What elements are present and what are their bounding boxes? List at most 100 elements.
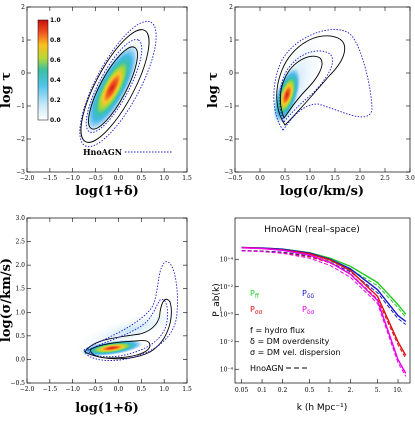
x-tick-label: −2.0	[20, 175, 35, 182]
x-tick-label: 1.0	[159, 386, 169, 393]
contour-dotted-outer	[79, 20, 157, 148]
heatmap-core	[80, 339, 144, 357]
legend-dashed-label: HnoAGN	[250, 364, 284, 373]
x-tick-label: 1.5	[330, 175, 340, 182]
panel-bottom-right: HnoAGN (real–space) 0.05 0.1 0.2 0.5 1. 2. 5. 1…	[212, 217, 411, 413]
colorbar-tick-label: 0.8	[50, 37, 61, 44]
colorbar-tick-label: 1.0	[50, 17, 61, 24]
contour-dotted-outer	[273, 29, 373, 131]
y-tick-label: −2	[224, 136, 233, 143]
x-tick-label: 5.	[375, 387, 381, 394]
y-tick-label: 10⁻²	[220, 339, 234, 346]
contour-dotted-inner	[87, 298, 169, 358]
x-tick-label: 1.5	[182, 175, 192, 182]
colorbar-tick-label: 0.6	[50, 57, 61, 64]
x-tick-label: 0.5	[280, 175, 290, 182]
legend-note-flux: f = hydro flux	[250, 326, 305, 335]
x-tick-label: 3.0	[405, 175, 415, 182]
x-tick-label: 0.0	[255, 175, 265, 182]
y-tick-label: 10⁺⁴	[220, 256, 234, 263]
y-tick-label: −1	[224, 103, 233, 110]
panel-top-left-xticks: −2.0 −1.5 −1.0 −0.5 0.0 0.5 1.0 1.5	[20, 7, 192, 182]
y-tick-label: 10⁺²	[220, 284, 234, 291]
colorbar-tick-label: 0.0	[50, 117, 61, 124]
contour-dotted-inner	[85, 39, 143, 133]
y-tick-label: 0.0	[15, 356, 25, 363]
panel-top-right-yticks: −3 −2 −1 0 1 2	[224, 4, 410, 176]
colorbar-ticks: 0.0 0.2 0.4 0.6 0.8 1.0	[50, 17, 61, 124]
contour-outer	[80, 29, 150, 143]
panel-top-right-frame	[234, 6, 411, 173]
contour-inner	[279, 55, 323, 119]
contour-dotted-outer	[83, 261, 178, 361]
panel-top-right-xlabel: log(σ/km/s)	[280, 184, 364, 199]
x-tick-label: 2.	[348, 387, 354, 394]
panel-top-right-xticks: −0.5 0.0 0.5 1.0 1.5 2.0 2.5 3.0	[228, 7, 415, 182]
x-tick-label: 1.	[327, 387, 333, 394]
x-tick-label: 0.05	[235, 387, 249, 394]
y-tick-label: 0	[229, 70, 233, 77]
y-tick-label: 2	[229, 4, 233, 11]
panel-top-left-xlabel: log(1+δ)	[75, 184, 139, 199]
panel-bottom-right-ylabel: P_ab(k)	[212, 283, 222, 316]
contour-inner	[89, 340, 151, 359]
series-dashed-3	[241, 250, 407, 377]
contour-outer	[276, 35, 346, 126]
panel-bottom-right-title: HnoAGN (real–space)	[264, 225, 360, 235]
panel-bottom-right-frame	[234, 217, 411, 384]
y-tick-label: 10⁻⁴	[220, 366, 234, 373]
panel-bottom-right-yticks: 10⁻⁴ 10⁻² 10⁺⁰ 10⁺² 10⁺⁴	[220, 256, 239, 373]
x-tick-label: 1.0	[159, 175, 169, 182]
y-tick-label: 1	[229, 37, 233, 44]
y-tick-label: −3	[16, 169, 25, 176]
legend-pdd: Pδδ	[302, 289, 314, 300]
panel-top-left: 0.00.20.40.60.81.0 −2.0 −1.5 −1.0 −0.5 0.0 0.…	[0, 4, 192, 199]
y-tick-label: 2.0	[15, 262, 25, 269]
x-tick-label: 0.5	[137, 386, 147, 393]
panel-top-right-ylabel: log τ	[206, 72, 221, 108]
x-tick-label: 0.0	[114, 175, 124, 182]
x-tick-label: 0.0	[114, 386, 124, 393]
x-tick-label: 10.	[393, 387, 403, 394]
legend-note-dispersion: σ = DM vel. dispersion	[250, 348, 341, 357]
panel-bottom-right-xlabel: k (h Mpc⁻¹)	[297, 403, 347, 413]
heatmap-core	[75, 37, 148, 139]
y-tick-label: −1	[16, 103, 25, 110]
legend-pss: Pσσ	[250, 305, 263, 316]
panel-top-right: −0.5 0.0 0.5 1.0 1.5 2.0 2.5 3.0 −3 −2 −1 0 1 2 log(…	[206, 4, 415, 199]
panel-top-left-ylabel: log τ	[0, 72, 14, 108]
y-tick-label: 3.0	[15, 215, 25, 222]
y-tick-label: −2	[16, 136, 25, 143]
x-tick-label: 0.2	[278, 387, 288, 394]
x-tick-label: −0.5	[228, 175, 243, 182]
x-tick-label: 1.5	[182, 386, 192, 393]
x-tick-label: 2.5	[380, 175, 390, 182]
x-tick-label: −1.5	[43, 386, 58, 393]
contour-outer	[84, 298, 172, 360]
panel-top-left-yticks: −3 −2 −1 0 1 2	[16, 4, 187, 176]
x-tick-label: 0.5	[137, 175, 147, 182]
y-tick-label: −0.5	[10, 380, 25, 387]
panel-bottom-right-xticks: 0.05 0.1 0.2 0.5 1. 2. 5. 10.	[235, 379, 403, 394]
y-tick-label: 10⁺⁰	[220, 311, 234, 318]
panel-bottom-left-ylabel: log(σ/km/s)	[0, 258, 14, 342]
legend-label-hnoagn: HnoAGN	[83, 147, 122, 157]
y-tick-label: 1.0	[15, 309, 25, 316]
x-tick-label: 1.0	[305, 175, 315, 182]
legend-pff: Pff	[250, 289, 260, 300]
series-line-3	[241, 247, 407, 374]
y-tick-label: 0.5	[15, 333, 25, 340]
x-tick-label: 0.5	[305, 387, 315, 394]
x-tick-label: −0.5	[88, 386, 103, 393]
y-tick-label: 2.5	[15, 239, 25, 246]
panel-bottom-left-xlabel: log(1+δ)	[75, 401, 139, 416]
x-tick-label: −0.5	[88, 175, 103, 182]
y-tick-label: 0	[21, 70, 25, 77]
power-spectrum-series	[241, 246, 407, 377]
panel-bottom-left: −2.0 −1.5 −1.0 −0.5 0.0 0.5 1.0 1.5 −0.5 0.0 0.5 1…	[0, 215, 192, 416]
y-tick-label: 1.5	[15, 286, 25, 293]
y-tick-label: 2	[21, 4, 25, 11]
panel-bottom-left-yticks: −0.5 0.0 0.5 1.0 1.5 2.0 2.5 3.0	[10, 215, 187, 387]
legend-note-overdensity: δ = DM overdensity	[250, 337, 330, 346]
